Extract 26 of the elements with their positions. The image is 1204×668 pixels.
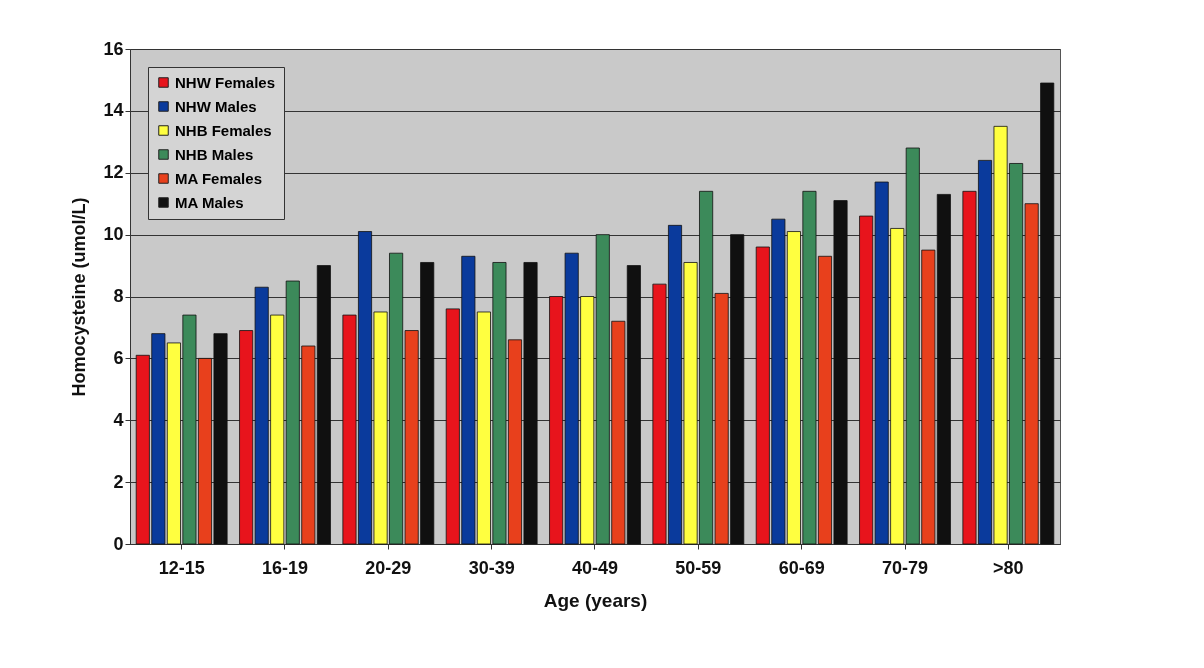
legend-label: NHW Males [175, 97, 257, 115]
y-tick-label: 0 [113, 533, 124, 554]
y-tick-label: 2 [113, 471, 124, 492]
x-tick-label: 60-69 [778, 557, 825, 578]
x-tick-label: 40-49 [571, 557, 619, 578]
x-tick-label: 30-39 [468, 557, 515, 578]
x-tick-label: 16-19 [261, 557, 309, 578]
legend-label: MA Males [175, 193, 244, 211]
y-tick-label: 6 [113, 347, 124, 368]
y-tick-label: 4 [113, 409, 124, 430]
y-tick-label: 14 [103, 100, 124, 121]
x-tick-label: 20-29 [365, 557, 412, 578]
x-axis-title: Age (years) [543, 589, 648, 611]
legend-label: NHB Males [175, 145, 254, 163]
y-tick-label: 12 [103, 162, 124, 183]
legend-label: NHB Females [175, 121, 272, 139]
x-tick-label: 12-15 [158, 557, 205, 578]
y-axis-title: Homocysteine (umol/L) [69, 197, 90, 397]
x-tick-label: >80 [993, 557, 1024, 578]
legend-label: NHW Females [175, 73, 276, 91]
y-tick-label: 16 [103, 38, 124, 59]
y-tick-label: 10 [103, 224, 124, 245]
legend-label: MA Females [175, 169, 262, 187]
x-tick-label: 70-79 [881, 557, 929, 578]
y-tick-label: 8 [113, 286, 124, 306]
x-tick-label: 50-59 [675, 557, 722, 578]
